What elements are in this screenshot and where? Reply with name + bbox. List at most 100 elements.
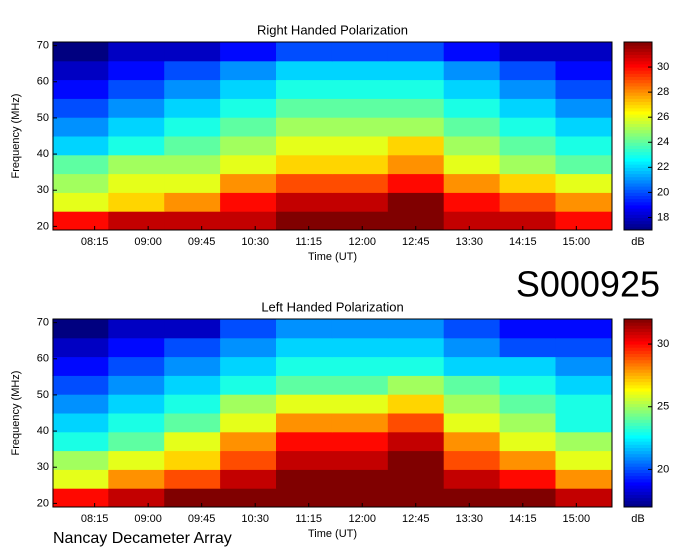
heatmap-cell bbox=[52, 450, 109, 470]
colorbar-swatch bbox=[624, 45, 652, 49]
heatmap-cell bbox=[52, 173, 109, 193]
heatmap-cell bbox=[276, 79, 333, 99]
colorbar-swatch bbox=[624, 425, 652, 430]
heatmap-cell bbox=[164, 488, 221, 508]
colorbar-swatch bbox=[624, 189, 652, 193]
heatmap-cell bbox=[387, 98, 445, 118]
heatmap-cell bbox=[108, 375, 165, 395]
heatmap-cell bbox=[164, 337, 221, 358]
colorbar-swatch bbox=[624, 82, 652, 87]
colorbar-swatch bbox=[624, 220, 652, 225]
heatmap-cell bbox=[387, 488, 445, 508]
colorbar-swatch bbox=[624, 223, 652, 228]
heatmap-cell bbox=[499, 173, 557, 193]
heatmap-cell bbox=[276, 173, 333, 193]
colorbar-swatch bbox=[624, 211, 652, 215]
colorbar-swatch bbox=[624, 331, 652, 336]
heatmap-cell bbox=[108, 356, 165, 376]
colorbar-swatch bbox=[624, 416, 652, 420]
colorbar-swatch bbox=[624, 434, 652, 439]
heatmap-cell bbox=[276, 488, 333, 508]
heatmap-cell bbox=[108, 450, 165, 470]
colorbar-swatch bbox=[624, 54, 652, 59]
colorbar-swatch bbox=[624, 63, 652, 68]
heatmap-cell bbox=[331, 469, 389, 489]
heatmap-cell bbox=[276, 154, 333, 175]
heatmap-cell bbox=[387, 375, 445, 395]
colorbar-swatch bbox=[624, 170, 652, 175]
heatmap-cell bbox=[331, 136, 389, 156]
colorbar-swatch bbox=[624, 409, 652, 414]
heatmap-cell bbox=[387, 469, 445, 489]
colorbar-swatch bbox=[624, 497, 652, 502]
x-tick-label: 09:45 bbox=[188, 513, 216, 525]
heatmap-cell bbox=[52, 154, 109, 175]
heatmap-cell bbox=[52, 79, 109, 99]
heatmap-cell bbox=[331, 98, 389, 118]
colorbar-swatch bbox=[624, 60, 652, 65]
colorbar-swatch bbox=[624, 372, 652, 376]
colorbar-tick-label: 24 bbox=[657, 136, 669, 148]
heatmap-cell bbox=[555, 173, 612, 193]
x-tick-label: 10:30 bbox=[241, 513, 269, 525]
y-tick-label: 20 bbox=[37, 220, 49, 232]
colorbar-swatch bbox=[624, 356, 652, 361]
colorbar-swatch bbox=[624, 76, 652, 81]
heatmap-cell bbox=[276, 469, 333, 489]
heatmap-cell bbox=[220, 356, 277, 376]
colorbar-swatch bbox=[624, 204, 652, 209]
heatmap-cell bbox=[220, 394, 277, 414]
heatmap-cell bbox=[387, 136, 445, 156]
x-tick-label: 14:15 bbox=[509, 236, 537, 248]
heatmap-cell bbox=[52, 431, 109, 452]
heatmap-cell bbox=[164, 211, 221, 231]
colorbar-swatch bbox=[624, 126, 652, 131]
heatmap-cell bbox=[387, 154, 445, 175]
colorbar-swatch bbox=[624, 334, 652, 339]
colorbar-swatch bbox=[624, 67, 652, 71]
heatmap-cell bbox=[108, 79, 165, 99]
colorbar-swatch bbox=[624, 463, 652, 467]
colorbar-swatch bbox=[624, 145, 652, 150]
heatmap-cell bbox=[555, 98, 612, 118]
heatmap-cell bbox=[52, 488, 109, 508]
heatmap-cell bbox=[108, 394, 165, 414]
heatmap-cell bbox=[443, 337, 501, 358]
colorbar-swatch bbox=[624, 381, 652, 386]
colorbar-swatch bbox=[624, 428, 652, 433]
heatmap-cell bbox=[52, 375, 109, 395]
y-tick-label: 50 bbox=[37, 112, 49, 124]
heatmap-cell bbox=[555, 42, 612, 62]
colorbar-swatch bbox=[624, 475, 652, 480]
heatmap-cell bbox=[108, 60, 165, 81]
heatmap-cell bbox=[387, 117, 445, 137]
heatmap-cell bbox=[555, 337, 612, 358]
colorbar-tick-label: 28 bbox=[657, 86, 669, 98]
colorbar-swatch bbox=[624, 491, 652, 495]
colorbar-swatch bbox=[624, 104, 652, 109]
heatmap-cell bbox=[164, 79, 221, 99]
figure-code: S000925 bbox=[516, 264, 660, 305]
heatmap-cell bbox=[220, 60, 277, 81]
colorbar-swatch bbox=[624, 195, 652, 200]
heatmap-cell bbox=[443, 98, 501, 118]
colorbar-tick-label: 20 bbox=[657, 186, 669, 198]
heatmap-cell bbox=[331, 394, 389, 414]
heatmap-cell bbox=[220, 173, 277, 193]
heatmap-cell bbox=[108, 337, 165, 358]
heatmap-cell bbox=[387, 319, 445, 339]
colorbar-swatch bbox=[624, 139, 652, 143]
colorbar-swatch bbox=[624, 201, 652, 206]
colorbar-swatch bbox=[624, 478, 652, 483]
heatmap-cell bbox=[443, 469, 501, 489]
heatmap-cell bbox=[555, 431, 612, 452]
x-tick-label: 09:00 bbox=[134, 236, 162, 248]
heatmap-cell bbox=[443, 211, 501, 231]
heatmap-cell bbox=[220, 42, 277, 62]
heatmap-cell bbox=[164, 356, 221, 376]
chart-title: Right Handed Polarization bbox=[257, 22, 408, 37]
colorbar-swatch bbox=[624, 488, 652, 492]
heatmap-cell bbox=[108, 211, 165, 231]
colorbar-swatch bbox=[624, 422, 652, 427]
colorbar-swatch bbox=[624, 340, 652, 345]
